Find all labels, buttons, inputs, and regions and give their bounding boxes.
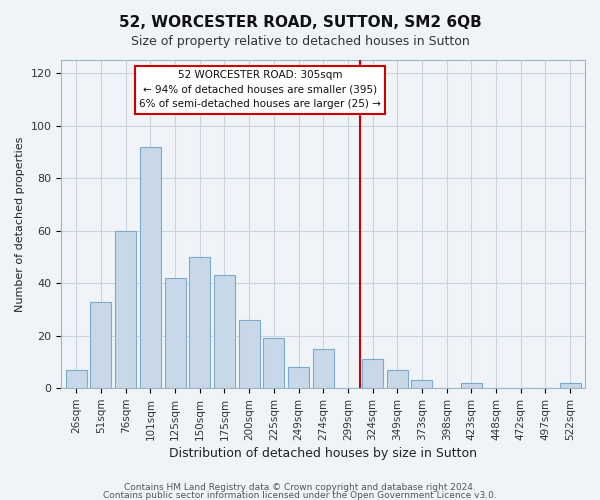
Bar xyxy=(313,349,334,388)
Bar xyxy=(164,278,185,388)
Bar xyxy=(66,370,87,388)
Bar xyxy=(288,367,309,388)
Bar xyxy=(362,360,383,388)
X-axis label: Distribution of detached houses by size in Sutton: Distribution of detached houses by size … xyxy=(169,447,477,460)
Text: Size of property relative to detached houses in Sutton: Size of property relative to detached ho… xyxy=(131,35,469,48)
Text: 52, WORCESTER ROAD, SUTTON, SM2 6QB: 52, WORCESTER ROAD, SUTTON, SM2 6QB xyxy=(119,15,481,30)
Text: 52 WORCESTER ROAD: 305sqm
← 94% of detached houses are smaller (395)
6% of semi-: 52 WORCESTER ROAD: 305sqm ← 94% of detac… xyxy=(139,70,382,110)
Bar xyxy=(239,320,260,388)
Bar xyxy=(214,276,235,388)
Bar xyxy=(91,302,112,388)
Text: Contains HM Land Registry data © Crown copyright and database right 2024.: Contains HM Land Registry data © Crown c… xyxy=(124,483,476,492)
Bar xyxy=(560,383,581,388)
Bar xyxy=(189,257,210,388)
Bar xyxy=(263,338,284,388)
Bar xyxy=(115,230,136,388)
Bar xyxy=(412,380,433,388)
Bar xyxy=(140,146,161,388)
Bar xyxy=(387,370,408,388)
Y-axis label: Number of detached properties: Number of detached properties xyxy=(15,136,25,312)
Bar xyxy=(461,383,482,388)
Text: Contains public sector information licensed under the Open Government Licence v3: Contains public sector information licen… xyxy=(103,490,497,500)
